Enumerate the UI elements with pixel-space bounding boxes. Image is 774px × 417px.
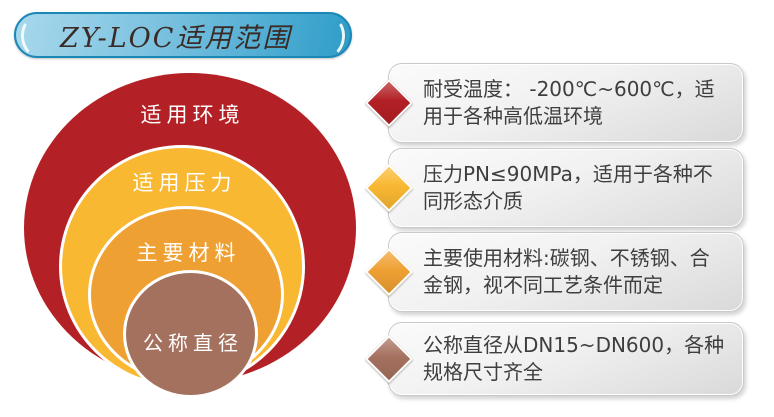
callout-box-temperature: 耐受温度： -200℃~600℃，适用于各种高低温环境 [388,63,744,143]
callout-box-pressure: 压力PN≤90MPa，适用于各种不同形态介质 [388,148,744,228]
title-banner: ZY-LOC适用范围 [14,12,352,59]
ring-label-pressure: 适用压力 [132,171,237,195]
callout-box-material: 主要使用材料:碳钢、不锈钢、合金钢，视不同工艺条件而定 [388,232,744,312]
callout-box-diameter: 公称直径从DN15~DN600，各种规格尺寸齐全 [388,322,744,396]
ring-label-material: 主要材料 [136,241,241,265]
callout-text: 公称直径从DN15~DN600，各种规格尺寸齐全 [423,333,725,384]
callout-text: 耐受温度： -200℃~600℃，适用于各种高低温环境 [423,77,715,128]
ring-label-diameter: 公称直径 [143,331,243,355]
ring-diameter [123,270,258,398]
callout-text: 压力PN≤90MPa，适用于各种不同形态介质 [423,162,713,213]
ring-label-environment: 适用环境 [140,103,245,127]
page-title: ZY-LOC适用范围 [60,22,292,54]
callout-text: 主要使用材料:碳钢、不锈钢、合金钢，视不同工艺条件而定 [423,246,710,297]
banner-right-arc-ornament [312,15,348,59]
